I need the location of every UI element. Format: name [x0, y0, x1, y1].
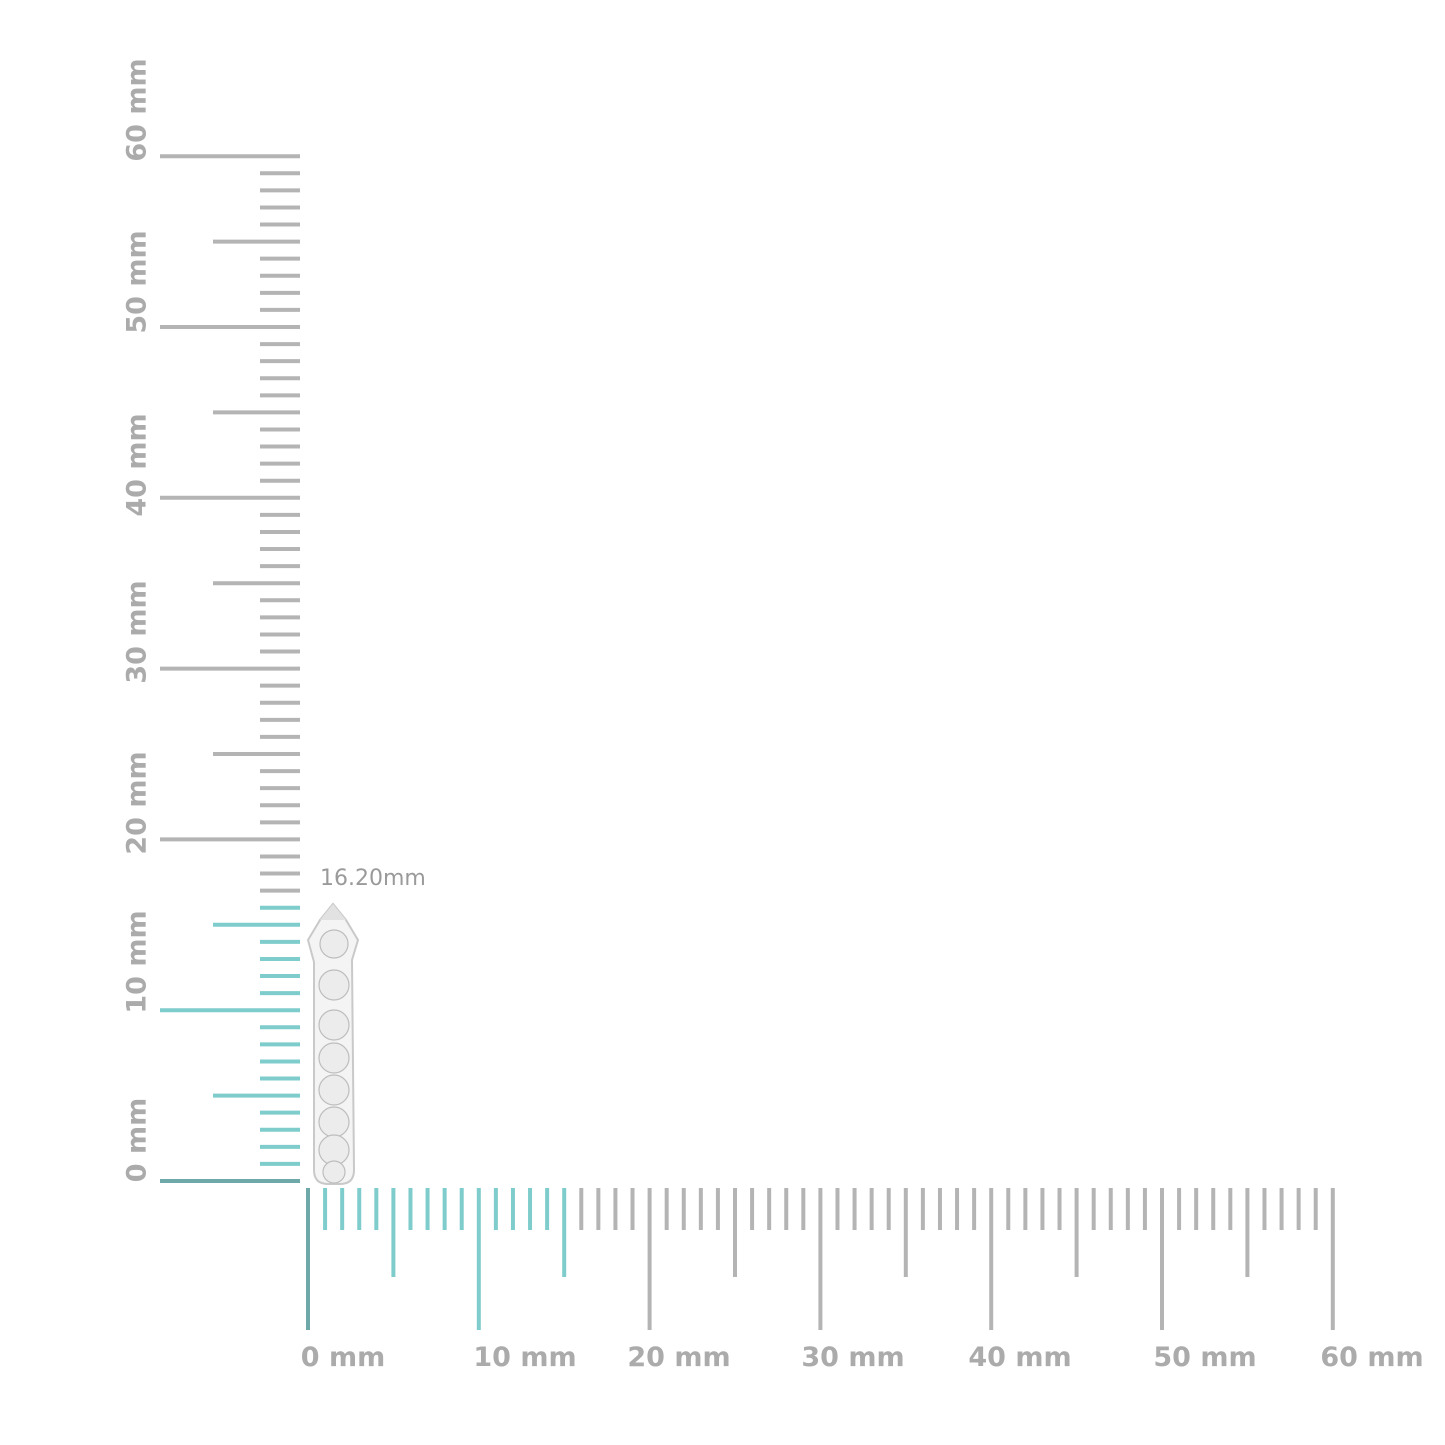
- diamond-stone: [318, 1009, 350, 1041]
- horizontal-ruler-label: 60 mm: [1320, 1342, 1424, 1373]
- diamond-stone: [319, 929, 349, 959]
- vertical-ruler: [160, 154, 300, 1183]
- horizontal-ruler-label: 20 mm: [627, 1342, 731, 1373]
- vertical-ruler-label: 10 mm: [121, 910, 153, 1014]
- vertical-ruler-label: 60 mm: [121, 58, 153, 162]
- diamond-stone: [322, 1160, 346, 1184]
- diamond-stone: [318, 1106, 350, 1138]
- horizontal-ruler: [306, 1188, 1335, 1330]
- vertical-ruler-label: 0 mm: [121, 1097, 153, 1183]
- horizontal-ruler-label: 50 mm: [1153, 1342, 1257, 1373]
- horizontal-ruler-label: 10 mm: [473, 1342, 577, 1373]
- diamond-stone: [318, 1042, 350, 1074]
- earring-image: [306, 902, 360, 1185]
- diamond-stone: [318, 969, 350, 1001]
- height-measurement-label: 16.20mm: [320, 866, 426, 891]
- horizontal-ruler-label: 40 mm: [968, 1342, 1072, 1373]
- diamond-stone: [318, 1074, 350, 1106]
- horizontal-ruler-label: 0 mm: [300, 1342, 386, 1373]
- vertical-ruler-label: 40 mm: [121, 413, 153, 517]
- vertical-ruler-label: 30 mm: [121, 580, 153, 684]
- horizontal-ruler-label: 30 mm: [801, 1342, 905, 1373]
- vertical-ruler-label: 50 mm: [121, 230, 153, 334]
- vertical-ruler-label: 20 mm: [121, 751, 153, 855]
